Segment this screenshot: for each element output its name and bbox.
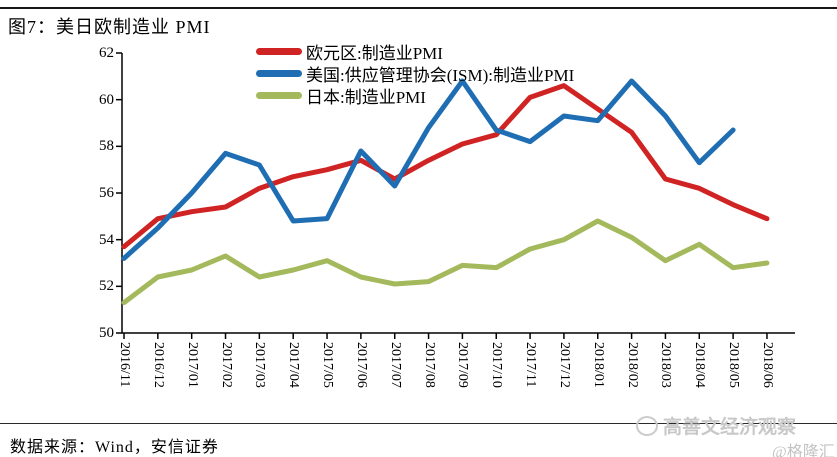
x-axis-tick-label: 2018/01	[590, 342, 606, 388]
y-axis-tick-label: 56	[99, 185, 114, 201]
y-axis-tick-label: 54	[99, 231, 114, 248]
x-axis-tick-label: 2016/12	[150, 342, 166, 388]
x-axis-tick-label: 2017/10	[489, 342, 505, 388]
watermark-brand: 高善文经济观察	[636, 412, 796, 439]
y-axis-tick-label: 62	[99, 45, 114, 61]
y-axis-tick-label: 58	[99, 138, 114, 155]
legend-item-japan: 日本:制造业PMI	[256, 84, 574, 107]
x-axis-tick-label: 2017/08	[421, 342, 437, 388]
pmi-line-chart: 62 60 58 56 54 52 50 2016/11 2016/12 2017/01 2017…	[99, 40, 795, 388]
legend-swatch-us	[256, 69, 302, 77]
legend-label-eurozone: 欧元区:制造业PMI	[306, 43, 443, 63]
data-source: 数据来源：Wind，安信证券	[10, 439, 219, 456]
watermark-handle: @格隆汇	[772, 444, 835, 457]
x-axis-tick-label: 2018/04	[692, 342, 708, 388]
bottom-divider	[0, 423, 837, 424]
x-axis-tick-label: 2018/03	[658, 342, 674, 388]
x-axis-tick-label: 2017/02	[218, 342, 234, 388]
series-line-eurozone	[121, 83, 770, 250]
x-axis-tick-label: 2018/05	[726, 342, 742, 388]
x-axis-tick-label: 2017/03	[252, 342, 268, 388]
x-axis-tick-label: 2017/12	[556, 342, 572, 388]
legend-label-us: 美国:供应管理协会(ISM):制造业PMI	[306, 65, 575, 85]
x-axis-tick-label: 2018/06	[759, 342, 775, 388]
top-divider	[0, 7, 837, 9]
x-axis-tick-label: 2017/05	[320, 342, 336, 388]
plot-canvas	[116, 52, 795, 339]
chart-legend: 欧元区:制造业PMI 美国:供应管理协会(ISM):制造业PMI 日本:制造业PMI	[256, 40, 575, 107]
x-axis-tick-label: 2017/09	[455, 342, 471, 388]
legend-swatch-eurozone	[256, 47, 302, 55]
watermark-brand-text: 高善文经济观察	[663, 417, 797, 438]
brand-logo-icon	[636, 415, 658, 436]
x-axis-tick-label: 2017/06	[353, 342, 369, 388]
legend-item-us: 美国:供应管理协会(ISM):制造业PMI	[256, 62, 575, 85]
series-line-japan	[121, 218, 770, 306]
x-axis-tick-label: 2016/11	[117, 342, 132, 388]
x-axis-tick-label: 2017/01	[184, 342, 200, 388]
y-axis-tick-label: 52	[99, 278, 114, 295]
figure-title: 图7：美日欧制造业 PMI	[8, 17, 211, 37]
legend-label-japan: 日本:制造业PMI	[306, 87, 426, 107]
x-axis-tick-label: 2018/02	[624, 342, 640, 388]
legend-item-eurozone: 欧元区:制造业PMI	[256, 40, 574, 63]
y-axis-tick-label: 50	[99, 325, 114, 341]
x-axis-tick-label: 2017/07	[387, 342, 403, 388]
series-line-us	[121, 78, 736, 261]
x-axis-tick-label: 2017/04	[286, 342, 302, 388]
x-axis-tick-label: 2017/11	[523, 342, 539, 388]
y-axis-tick-label: 60	[99, 91, 114, 108]
legend-swatch-japan	[256, 91, 302, 99]
